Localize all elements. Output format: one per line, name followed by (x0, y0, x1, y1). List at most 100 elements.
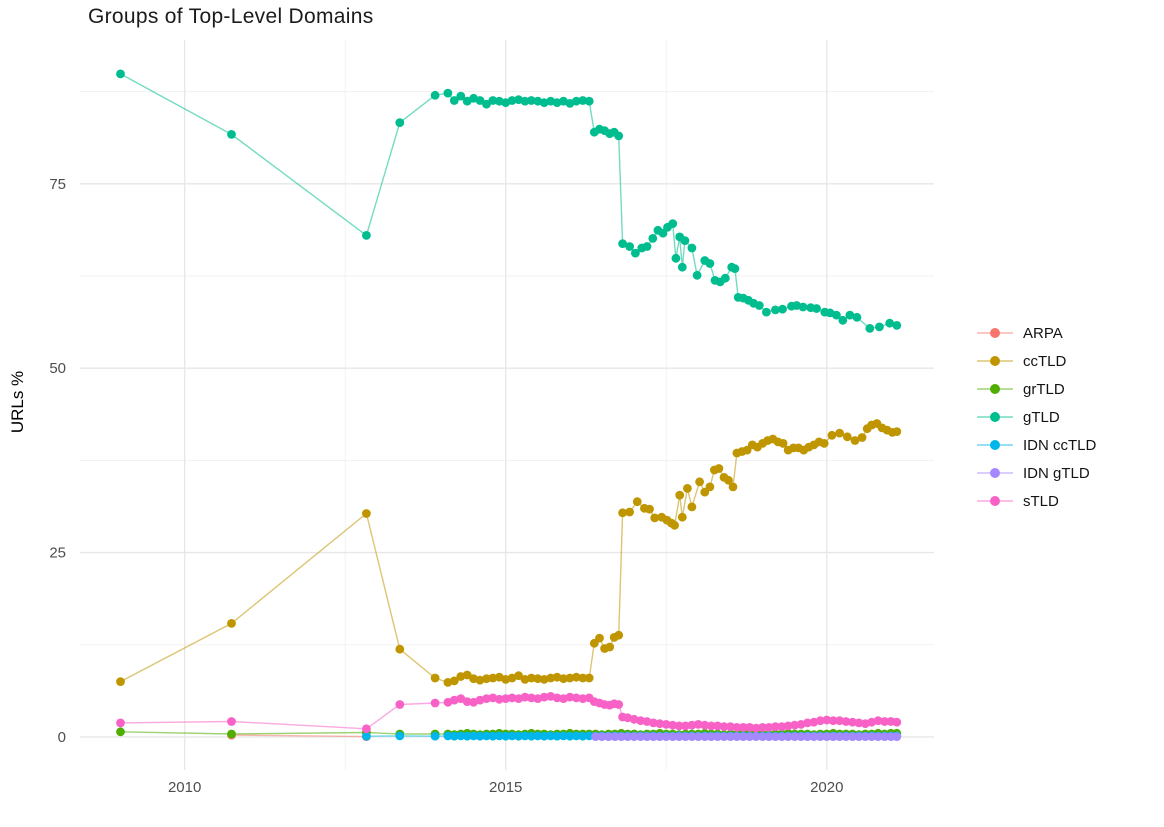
series-point-gtld (571, 96, 581, 106)
series-point-gtld (754, 301, 764, 310)
series-point-idn-cctld (494, 731, 504, 741)
series-point-stld (803, 718, 812, 728)
series-point-gtld (482, 99, 491, 109)
series-point-cctld (527, 673, 536, 683)
series-point-stld (790, 720, 800, 730)
series-point-idn-cctld (501, 731, 511, 741)
series-point-stld (462, 697, 472, 706)
series-point-stld (745, 723, 755, 732)
series-point-idn-gtld (610, 732, 620, 741)
series-point-cctld (650, 513, 660, 523)
series-point-idn-gtld (803, 732, 812, 741)
series-point-idn-gtld (892, 732, 902, 741)
series-point-stld (693, 720, 703, 729)
series-point-idn-cctld (559, 731, 568, 741)
series-point-idn-gtld (732, 732, 742, 741)
series-point-gtld (865, 324, 875, 333)
series-point-idn-gtld (655, 732, 665, 741)
series-point-stld (565, 692, 575, 702)
series-point-stld (738, 723, 748, 732)
series-point-cctld (728, 482, 738, 492)
series-point-idn-gtld (726, 732, 735, 741)
series-point-cctld (618, 508, 627, 518)
y-tick-label: 50 (49, 360, 66, 377)
series-point-stld (815, 716, 825, 726)
series-point-idn-cctld (514, 731, 523, 741)
series-point-stld (758, 723, 767, 732)
series-point-gtld (227, 130, 236, 139)
series-point-gtld (456, 91, 466, 101)
series-point-cctld (724, 475, 733, 485)
series-point-stld (649, 718, 658, 728)
series-point-stld (732, 723, 742, 732)
series-point-gtld (705, 259, 715, 268)
series-point-gtld (443, 88, 453, 98)
series-point-cctld (227, 619, 236, 628)
legend-key-point (990, 356, 1000, 366)
series-point-cctld (482, 674, 491, 684)
series-point-idn-gtld (835, 732, 844, 741)
series-point-cctld (625, 507, 634, 517)
series-point-cctld (850, 436, 860, 445)
legend-key-point (990, 412, 1000, 422)
series-point-idn-gtld (713, 732, 722, 741)
legend-item-grtld: grTLD (977, 375, 1096, 403)
series-point-idn-gtld (873, 732, 883, 741)
series-point-idn-gtld (591, 732, 600, 741)
series-point-idn-cctld (539, 731, 549, 741)
series-point-stld (539, 692, 549, 702)
series-point-gtld (778, 304, 787, 314)
series-point-gtld (475, 96, 485, 105)
series-point-cctld (514, 671, 523, 681)
legend-label: IDN gTLD (1023, 464, 1090, 482)
series-point-idn-gtld (841, 732, 851, 741)
series-point-stld (892, 717, 902, 727)
series-point-stld (552, 693, 562, 703)
series-point-idn-cctld (469, 731, 478, 741)
series-point-stld (700, 720, 710, 730)
series-point-stld (614, 700, 624, 709)
series-point-stld (527, 693, 536, 703)
y-tick-label: 0 (58, 729, 66, 746)
series-point-gtld (798, 302, 808, 312)
series-point-idn-gtld (854, 732, 864, 741)
series-point-cctld (835, 428, 844, 438)
y-tick-label: 25 (49, 545, 66, 562)
series-point-stld (880, 717, 889, 726)
series-point-idn-gtld (809, 732, 819, 741)
series-point-gtld (625, 242, 634, 251)
legend-label: sTLD (1023, 492, 1059, 510)
series-point-idn-gtld (751, 732, 761, 741)
series-point-idn-cctld (533, 731, 543, 741)
series-point-idn-gtld (674, 732, 684, 741)
series-point-idn-cctld (520, 731, 530, 741)
series-point-stld (501, 694, 511, 703)
series-point-gtld (614, 131, 624, 141)
series-point-idn-cctld (571, 731, 581, 741)
series-point-idn-gtld (597, 732, 607, 741)
series-point-stld (494, 694, 504, 704)
series-point-gtld (584, 96, 594, 106)
legend-label: ccTLD (1023, 352, 1067, 370)
series-point-gtld (430, 90, 440, 100)
series-line-gtld (120, 73, 898, 330)
series-point-stld (751, 723, 761, 733)
series-point-stld (227, 717, 236, 726)
series-point-idn-cctld (475, 731, 485, 741)
series-point-idn-cctld (443, 731, 453, 741)
legend-item-stld: sTLD (977, 487, 1096, 515)
x-tick-label: 2010 (168, 779, 201, 796)
legend-item-idn-gtld: IDN gTLD (977, 459, 1096, 487)
series-point-idn-gtld (616, 732, 626, 741)
series-point-gtld (677, 262, 687, 272)
series-point-cctld (842, 432, 852, 442)
series-point-stld (841, 717, 851, 726)
legend-key-icon (977, 328, 1013, 338)
legend-item-arpa: ARPA (977, 319, 1096, 347)
series-point-stld (636, 716, 645, 726)
series-point-cctld (595, 633, 604, 643)
series-point-stld (873, 716, 883, 726)
series-point-gtld (852, 312, 862, 322)
series-point-cctld (632, 497, 642, 507)
